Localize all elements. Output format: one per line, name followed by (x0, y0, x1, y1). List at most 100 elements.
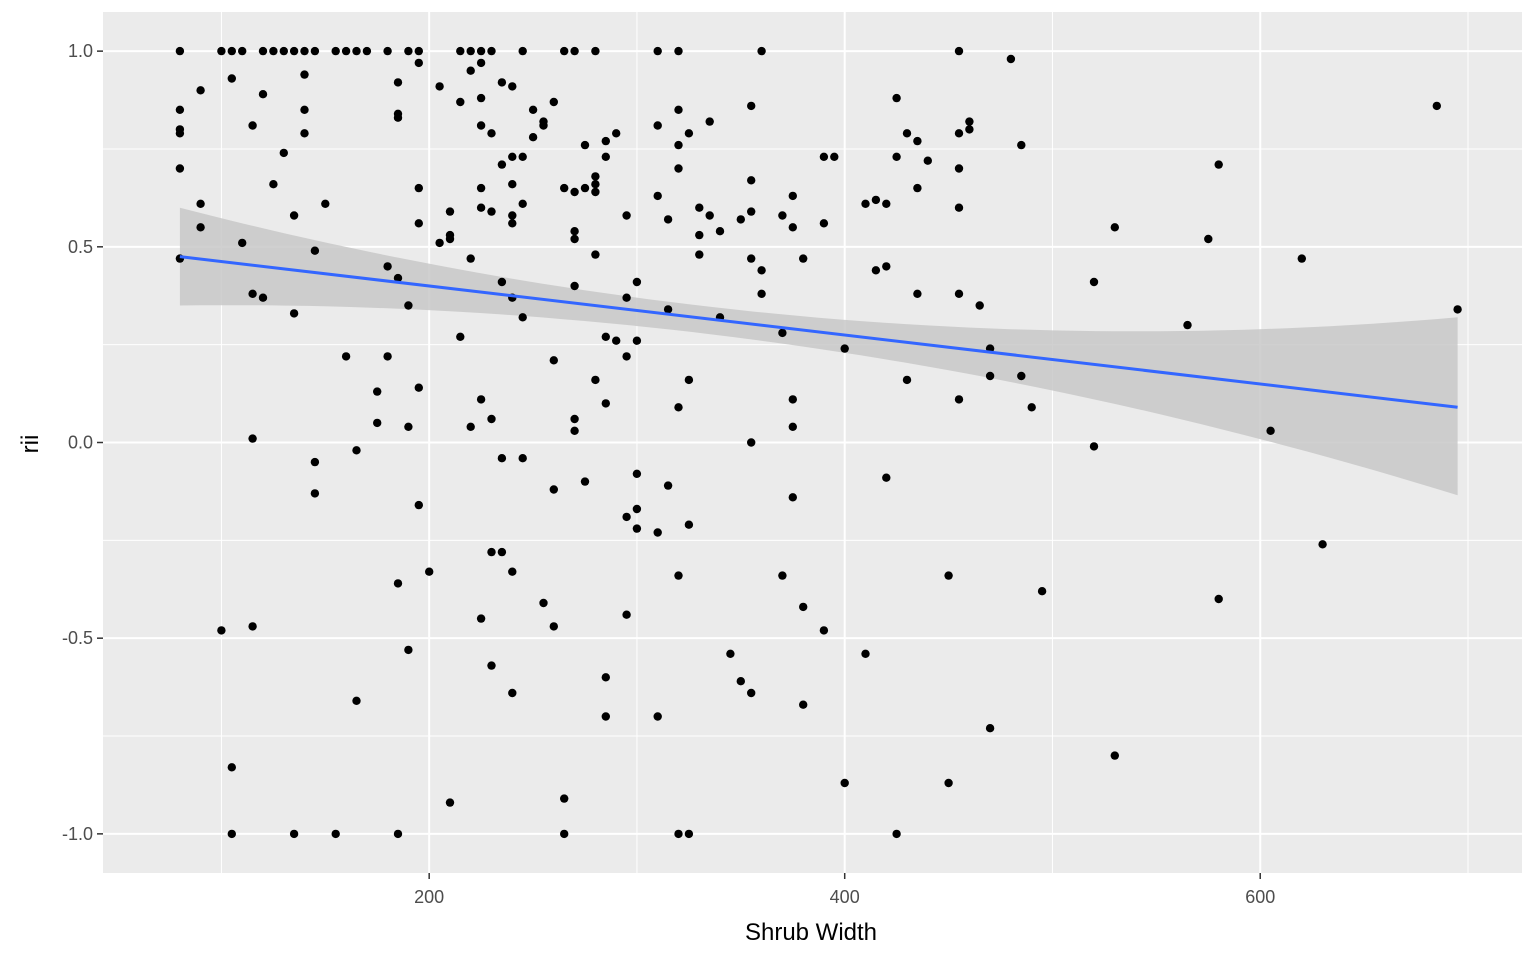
data-point (705, 211, 714, 220)
data-point (954, 395, 964, 404)
y-axis-ticks: -1.0 -0.5 0.0 0.5 1.0 (62, 41, 103, 844)
data-point (632, 524, 642, 533)
data-point (747, 176, 756, 185)
data-point (331, 46, 340, 56)
data-point (674, 140, 683, 150)
data-point (882, 473, 891, 482)
data-point (414, 219, 423, 228)
data-point (591, 187, 600, 197)
data-point (414, 500, 423, 510)
data-point (539, 598, 548, 608)
data-point (684, 520, 694, 529)
data-point (476, 58, 486, 68)
data-point (404, 422, 413, 431)
data-point (487, 46, 496, 56)
data-point (819, 626, 829, 635)
data-point (591, 250, 600, 259)
data-point (944, 571, 953, 580)
data-point (518, 313, 527, 322)
data-point (404, 46, 413, 56)
x-tick-label: 400 (830, 887, 860, 907)
data-point (425, 567, 434, 576)
data-point (580, 183, 590, 193)
data-point (393, 113, 403, 122)
data-point (445, 234, 455, 244)
data-point (456, 332, 465, 341)
data-point (508, 688, 517, 698)
data-point (778, 211, 787, 220)
data-point (248, 434, 257, 443)
data-point (383, 352, 392, 361)
data-point (580, 140, 590, 150)
data-point (1037, 587, 1047, 596)
data-point (674, 571, 683, 580)
data-point (570, 227, 579, 236)
data-point (871, 266, 881, 275)
data-point (196, 86, 205, 95)
data-point (819, 152, 829, 161)
data-point (1017, 371, 1026, 381)
data-point (591, 375, 600, 385)
data-point (1089, 442, 1099, 451)
data-point (518, 46, 527, 56)
data-point (819, 219, 829, 228)
data-point (757, 289, 766, 298)
data-point (300, 70, 309, 79)
data-point (632, 336, 642, 345)
data-point (985, 371, 995, 381)
data-point (508, 219, 517, 228)
data-point (217, 46, 226, 56)
data-point (799, 254, 808, 263)
data-point (788, 493, 797, 502)
data-point (1006, 54, 1016, 64)
data-point (414, 183, 423, 193)
data-point (882, 262, 891, 271)
data-point (466, 46, 475, 56)
data-point (570, 414, 579, 424)
data-point (861, 199, 870, 208)
data-point (549, 622, 558, 631)
data-point (383, 46, 392, 56)
data-point (508, 152, 517, 161)
data-point (487, 661, 496, 670)
data-point (715, 227, 725, 236)
data-point (466, 422, 475, 431)
data-point (757, 46, 766, 56)
data-point (508, 211, 517, 220)
data-point (508, 567, 517, 576)
data-point (300, 46, 309, 56)
data-point (1183, 320, 1192, 330)
data-point (227, 74, 236, 83)
data-point (975, 301, 984, 310)
data-point (747, 254, 756, 263)
data-point (653, 528, 662, 537)
data-point (476, 395, 486, 404)
data-point (954, 164, 964, 173)
data-point (954, 289, 964, 298)
data-point (549, 356, 558, 365)
data-point (954, 46, 964, 56)
data-point (788, 223, 797, 232)
data-point (518, 199, 527, 208)
data-point (591, 180, 600, 189)
data-point (892, 829, 901, 839)
data-point (445, 207, 455, 216)
data-point (476, 121, 486, 130)
data-point (373, 418, 382, 428)
data-point (601, 673, 610, 682)
data-point (622, 211, 631, 220)
data-point (289, 46, 299, 56)
data-point (705, 117, 714, 126)
y-tick-label: 1.0 (68, 41, 93, 61)
data-point (747, 207, 756, 216)
data-point (1266, 426, 1275, 435)
regression-line (179, 255, 1458, 409)
data-point (352, 446, 361, 455)
data-point (601, 399, 610, 408)
data-point (404, 301, 413, 310)
data-point (549, 97, 558, 107)
data-point (612, 129, 621, 138)
data-point (497, 277, 507, 287)
data-point (799, 700, 808, 709)
data-point (840, 778, 849, 788)
